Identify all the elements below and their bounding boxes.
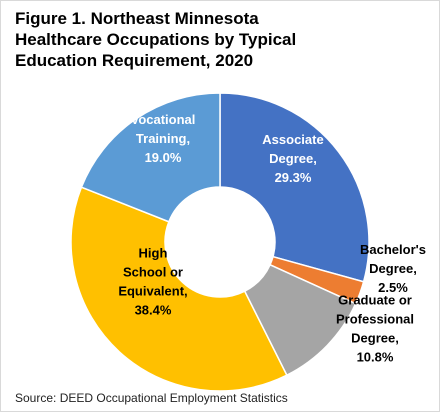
- slice-label-line: Equivalent,: [118, 284, 187, 299]
- slice-label-3: High School or Equivalent, 38.4%: [118, 246, 187, 318]
- slice-label-0: Associate Degree, 29.3%: [262, 132, 323, 185]
- slice-label-line: 38.4%: [135, 303, 172, 318]
- slice-4: [80, 92, 221, 223]
- slice-label-line: Graduate or: [338, 293, 412, 308]
- slice-label-line: Degree,: [369, 261, 417, 276]
- slices-group: [70, 92, 370, 392]
- slice-label-line: Professional: [336, 312, 414, 327]
- slice-label-line: 19.0%: [145, 150, 182, 165]
- slice-label-line: Bachelor's: [360, 242, 426, 257]
- slice-label-line: 29.3%: [275, 170, 312, 185]
- slice-label-2: Graduate or Professional Degree, 10.8%: [336, 293, 414, 365]
- labels-group: Associate Degree, 29.3% Bachelor's Degree, 2.…: [118, 112, 426, 365]
- slice-label-line: High: [139, 246, 168, 261]
- chart-title: Figure 1. Northeast Minnesota Healthcare…: [15, 9, 297, 70]
- slice-label-line: 10.8%: [357, 350, 394, 365]
- slice-label-line: 2.5%: [378, 280, 408, 295]
- slice-0: [219, 92, 370, 283]
- slice-label-4: Vocational Training, 19.0%: [131, 112, 196, 165]
- slice-label-1: Bachelor's Degree, 2.5%: [360, 242, 426, 295]
- slice-label-line: Degree,: [351, 331, 399, 346]
- slice-label-line: Training,: [136, 131, 190, 146]
- slice-label-line: Degree,: [269, 151, 317, 166]
- slice-label-line: Associate: [262, 132, 323, 147]
- slice-label-line: Vocational: [131, 112, 196, 127]
- slice-3: [70, 186, 288, 392]
- slice-label-line: School or: [123, 265, 183, 280]
- source-note: Source: DEED Occupational Employment Sta…: [15, 391, 288, 405]
